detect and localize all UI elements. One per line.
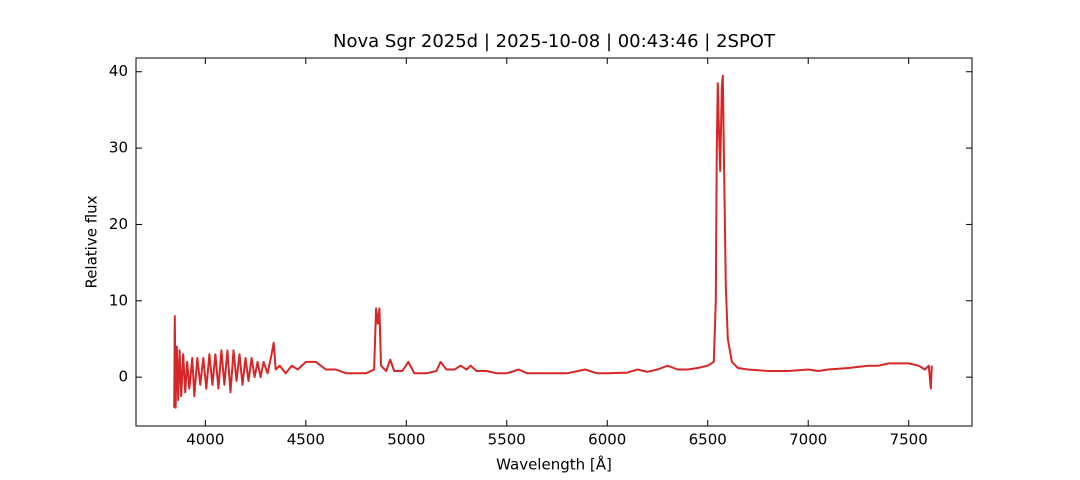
x-tick-label: 7000 bbox=[789, 431, 827, 449]
x-tick-label: 6500 bbox=[689, 431, 727, 449]
y-axis-label: Relative flux bbox=[83, 195, 101, 288]
y-tick-label: 30 bbox=[109, 139, 128, 157]
spectrum-line bbox=[173, 74, 933, 409]
plot-frame bbox=[135, 57, 973, 427]
y-tick-label: 40 bbox=[109, 62, 128, 80]
y-tick-label: 10 bbox=[109, 291, 128, 309]
x-tick-label: 4000 bbox=[186, 431, 224, 449]
y-tick-label: 20 bbox=[109, 215, 128, 233]
chart-title: Nova Sgr 2025d | 2025-10-08 | 00:43:46 |… bbox=[333, 31, 776, 52]
y-tick-label: 0 bbox=[118, 368, 128, 386]
x-tick-label: 5000 bbox=[387, 431, 425, 449]
x-tick-label: 6000 bbox=[588, 431, 626, 449]
x-tick-label: 5500 bbox=[488, 431, 526, 449]
x-tick-label: 4500 bbox=[287, 431, 325, 449]
x-tick-label: 7500 bbox=[890, 431, 928, 449]
x-axis-label: Wavelength [Å] bbox=[496, 455, 612, 474]
